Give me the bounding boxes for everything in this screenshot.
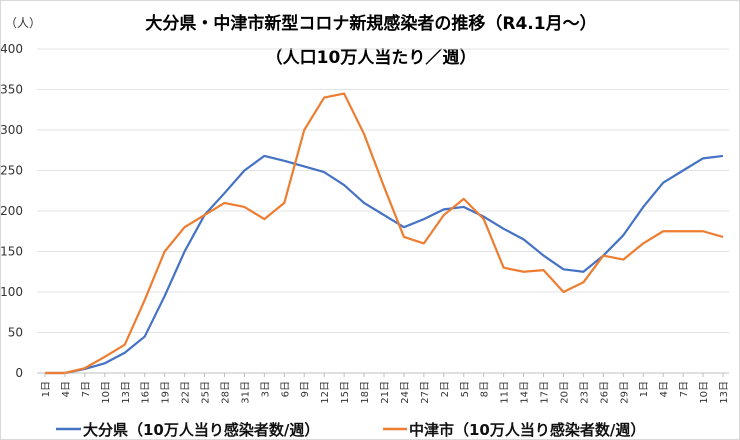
- x-tick-label: 22日: [181, 381, 192, 404]
- x-tick-label: 25日: [201, 381, 212, 404]
- legend-label-oita: 大分県（10万人当り感染者数/週）: [83, 421, 319, 439]
- x-tick-label: 29日: [619, 381, 630, 404]
- y-tick-label: 50: [8, 326, 23, 340]
- x-tick-label: 1日: [639, 381, 650, 397]
- y-tick-label: 300: [1, 123, 23, 137]
- x-tick-label: 31日: [240, 381, 251, 404]
- x-tick-label: 14日: [520, 381, 531, 404]
- legend-label-nakatsu: 中津市（10万人当り感染者数/週）: [409, 421, 645, 439]
- x-tick-label: 5日: [460, 381, 471, 397]
- x-tick-label: 21日: [380, 381, 391, 404]
- x-tick-label: 15日: [340, 381, 351, 404]
- chart-title: 大分県・中津市新型コロナ新規感染者の推移（R4.1月～）: [145, 13, 596, 34]
- x-tick-label: 10日: [699, 381, 710, 404]
- y-tick-label: 350: [1, 83, 23, 97]
- x-tick-label: 3日: [260, 381, 271, 397]
- y-tick-label: 100: [1, 285, 23, 299]
- x-tick-label: 28日: [220, 381, 231, 404]
- x-tick-label: 23日: [579, 381, 590, 404]
- x-tick-label: 27日: [420, 381, 431, 404]
- x-tick-label: 24日: [400, 381, 411, 404]
- legend: 大分県（10万人当り感染者数/週） 中津市（10万人当り感染者数/週）: [56, 421, 645, 439]
- x-tick-label: 26日: [599, 381, 610, 404]
- y-tick-label: 150: [1, 245, 23, 259]
- x-tick-label: 13日: [121, 381, 132, 404]
- x-tick-label: 1日: [41, 381, 52, 397]
- y-tick-label: 400: [1, 42, 23, 56]
- x-tick-label: 12日: [320, 381, 331, 404]
- chart-subtitle: （人口10万人当たり／週）: [266, 47, 477, 68]
- x-tick-label: 6日: [280, 381, 291, 397]
- y-axis-label: （人）: [5, 16, 41, 30]
- x-tick-label: 18日: [360, 381, 371, 404]
- y-tick-label: 200: [1, 204, 23, 218]
- x-tick-label: 17日: [540, 381, 551, 404]
- x-tick-label: 7日: [679, 381, 690, 397]
- x-tick-label: 19日: [161, 381, 172, 404]
- x-tick-label: 9日: [300, 381, 311, 397]
- x-tick-label: 11日: [500, 381, 511, 404]
- x-tick-label: 20日: [559, 381, 570, 404]
- x-tick-label: 4日: [659, 381, 670, 397]
- x-tick-label: 16日: [141, 381, 152, 404]
- x-tick-label: 2日: [440, 381, 451, 397]
- x-tick-label: 4日: [61, 381, 72, 397]
- x-tick-label: 7日: [81, 381, 92, 397]
- y-tick-label: 0: [15, 366, 23, 380]
- x-tick-label: 8日: [480, 381, 491, 397]
- x-tick-label: 13日: [719, 381, 730, 404]
- x-tick-label: 10日: [101, 381, 112, 404]
- y-tick-label: 250: [1, 164, 23, 178]
